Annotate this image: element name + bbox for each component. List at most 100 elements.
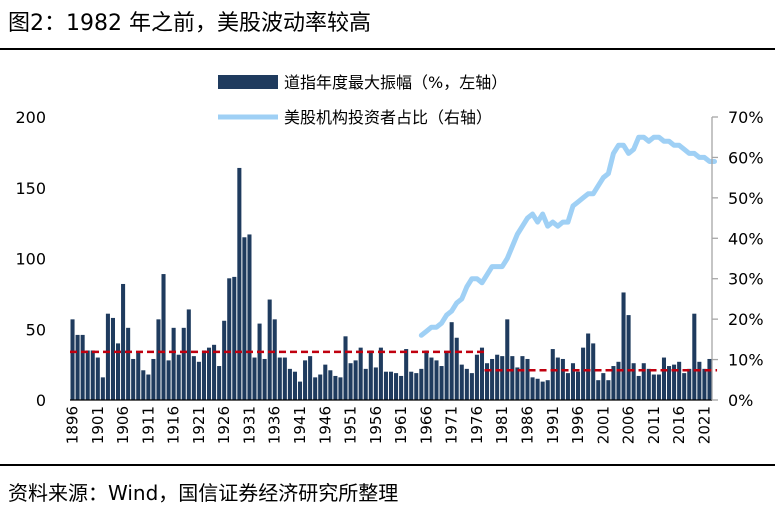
bar-1964 bbox=[414, 373, 419, 400]
bar-1912 bbox=[151, 358, 156, 400]
x-tick-label: 1976 bbox=[468, 406, 486, 444]
bar-2017 bbox=[682, 373, 687, 400]
bar-1968 bbox=[434, 360, 439, 400]
bar-1917 bbox=[176, 354, 181, 400]
x-tick-label: 1961 bbox=[392, 406, 410, 444]
bar-1976 bbox=[474, 354, 479, 400]
x-axis-ticks: 1896 1901 1906 1911 1916 1921 1926 1931 1936 1941… bbox=[64, 406, 714, 444]
bar-1972 bbox=[454, 337, 459, 400]
legend-line-label[interactable]: 美股机构投资者占比（右轴） bbox=[284, 108, 492, 127]
x-tick-label: 1921 bbox=[190, 406, 208, 444]
bar-series bbox=[70, 167, 712, 401]
bar-1983 bbox=[510, 356, 515, 400]
bar-1914 bbox=[161, 274, 166, 400]
bar-1957 bbox=[378, 347, 383, 400]
bar-1945 bbox=[318, 374, 323, 400]
bar-1926 bbox=[222, 320, 227, 400]
bar-1899 bbox=[85, 350, 90, 400]
bar-1927 bbox=[227, 278, 232, 400]
bar-1970 bbox=[444, 351, 449, 400]
left-tick-label: 200 bbox=[15, 108, 46, 127]
bar-1901 bbox=[95, 357, 100, 400]
bar-1975 bbox=[469, 373, 474, 400]
x-tick-label: 2001 bbox=[594, 406, 612, 444]
bar-1988 bbox=[535, 378, 540, 400]
right-axis-ticks: 0% 10% 20% 30% 40% 50% 60% 70% bbox=[712, 108, 764, 410]
bar-1910 bbox=[141, 370, 146, 400]
bar-1913 bbox=[156, 319, 161, 400]
right-tick-label: 0% bbox=[728, 391, 753, 410]
bar-1896 bbox=[70, 319, 75, 400]
bar-1994 bbox=[565, 373, 570, 400]
top-divider bbox=[0, 48, 775, 50]
bar-1942 bbox=[303, 360, 308, 400]
bar-1974 bbox=[464, 368, 469, 400]
bar-1909 bbox=[136, 351, 141, 400]
bar-1937 bbox=[277, 357, 282, 400]
institutional-share-line bbox=[418, 134, 718, 338]
bar-2022 bbox=[707, 358, 712, 400]
bar-1991 bbox=[550, 349, 555, 400]
bar-2000 bbox=[596, 380, 601, 400]
right-tick-label: 70% bbox=[728, 108, 764, 127]
bar-1967 bbox=[429, 357, 434, 400]
bar-2012 bbox=[656, 374, 661, 400]
bar-2005 bbox=[621, 292, 626, 400]
bar-1925 bbox=[217, 366, 222, 400]
bar-1954 bbox=[363, 368, 368, 400]
bar-1944 bbox=[313, 377, 318, 400]
bar-1924 bbox=[212, 344, 217, 400]
bar-1928 bbox=[232, 276, 237, 400]
bar-2010 bbox=[646, 368, 651, 400]
bar-1933 bbox=[257, 323, 262, 400]
bar-1919 bbox=[186, 309, 191, 400]
bar-1966 bbox=[424, 350, 429, 400]
bar-1936 bbox=[272, 319, 277, 400]
x-tick-label: 1951 bbox=[342, 406, 360, 444]
right-tick-label: 30% bbox=[728, 270, 764, 289]
x-tick-label: 1971 bbox=[443, 406, 461, 444]
bar-1969 bbox=[439, 366, 444, 400]
legend-bar-label[interactable]: 道指年度最大振幅（%，左轴） bbox=[284, 73, 507, 92]
bar-2019 bbox=[692, 313, 697, 400]
x-tick-label: 1916 bbox=[165, 406, 183, 444]
bar-1951 bbox=[348, 363, 353, 400]
bar-2014 bbox=[667, 366, 672, 400]
x-tick-label: 1926 bbox=[215, 406, 233, 444]
bar-1965 bbox=[419, 368, 424, 400]
bar-1918 bbox=[181, 327, 186, 400]
x-tick-label: 1966 bbox=[417, 406, 435, 444]
source-note: 资料来源：Wind，国信证券经济研究所整理 bbox=[8, 481, 399, 505]
bar-1923 bbox=[206, 347, 212, 400]
left-tick-label: 100 bbox=[15, 250, 46, 269]
bar-1940 bbox=[292, 371, 297, 400]
bar-1938 bbox=[282, 357, 287, 400]
bottom-divider bbox=[0, 464, 775, 466]
x-tick-label: 1941 bbox=[291, 406, 309, 444]
bar-1987 bbox=[530, 377, 535, 400]
right-tick-label: 50% bbox=[728, 189, 764, 208]
bar-1973 bbox=[459, 364, 464, 401]
bar-1920 bbox=[191, 356, 196, 400]
x-tick-label: 1911 bbox=[139, 406, 157, 444]
bar-1980 bbox=[495, 354, 500, 400]
x-tick-label: 1956 bbox=[367, 406, 385, 444]
line-series bbox=[418, 134, 718, 338]
bar-1947 bbox=[328, 370, 333, 400]
x-tick-label: 1946 bbox=[316, 406, 334, 444]
bar-1962 bbox=[404, 349, 409, 400]
bar-1985 bbox=[520, 356, 525, 400]
bar-1950 bbox=[343, 336, 348, 400]
bar-1916 bbox=[171, 327, 176, 400]
bar-1978 bbox=[485, 363, 490, 400]
bar-1979 bbox=[490, 358, 495, 400]
x-tick-label: 1996 bbox=[569, 406, 587, 444]
bar-1961 bbox=[399, 375, 404, 400]
bar-1929 bbox=[237, 167, 242, 400]
reference-lines bbox=[70, 350, 718, 372]
legend-bar-swatch bbox=[218, 75, 278, 89]
page-title: 图2：1982 年之前，美股波动率较高 bbox=[8, 11, 371, 36]
chart: 0 50 100 150 200 0% 10% 20% 30% 40% 50% 60% 70% 189… bbox=[15, 73, 764, 444]
bar-1902 bbox=[100, 377, 105, 400]
bar-1921 bbox=[196, 361, 201, 400]
